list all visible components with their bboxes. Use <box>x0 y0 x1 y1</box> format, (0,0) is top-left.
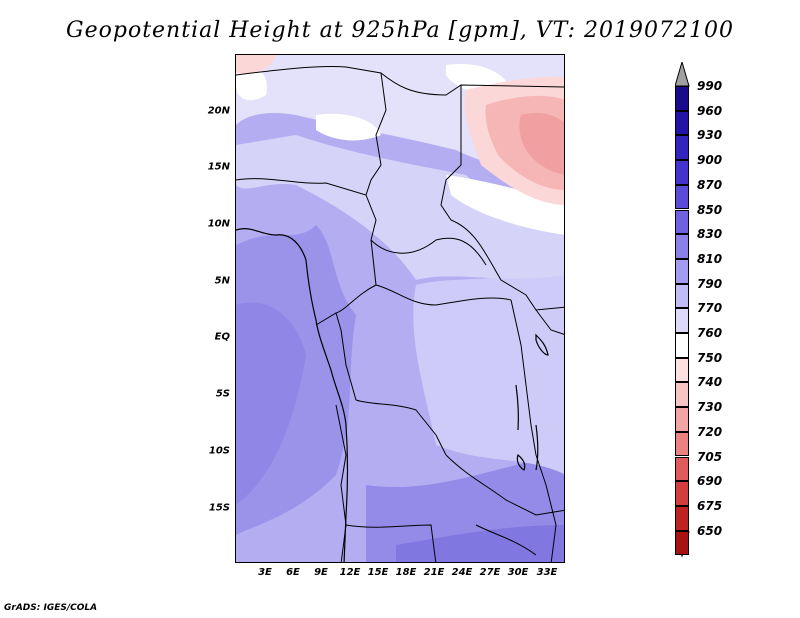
colorbar-label: 850 <box>697 202 723 217</box>
border-car-north <box>370 237 487 266</box>
lakes <box>515 333 549 471</box>
lon-label-24e: 24E <box>451 567 473 578</box>
lon-label-27e: 27E <box>479 567 501 578</box>
lat-label-15n: 15N <box>207 161 230 173</box>
field-white-patch-4 <box>446 175 564 235</box>
lon-label-12e: 12E <box>339 567 361 578</box>
colorbar-label: 870 <box>697 177 723 192</box>
colorbar-swatch <box>675 160 689 185</box>
field-mid-east <box>413 265 564 475</box>
colorbar-swatch <box>675 110 689 136</box>
map-panel <box>235 54 565 563</box>
colorbar-swatch <box>675 234 689 259</box>
field-low-coast <box>236 302 306 505</box>
colorbar-swatch <box>675 283 689 309</box>
border-north <box>236 66 564 96</box>
border-great-lakes <box>510 299 537 456</box>
colorbar-label: 810 <box>697 251 723 266</box>
border-namibia <box>345 524 437 562</box>
lat-label-15s: 15S <box>208 502 230 514</box>
field-mid-north <box>236 135 564 280</box>
colorbar-label: 760 <box>697 326 723 340</box>
colorbar-swatch <box>675 258 689 284</box>
colorbar-swatch <box>675 456 689 482</box>
lon-label-21e: 21E <box>423 567 445 578</box>
chart-title: Geopotential Height at 925hPa [gpm], VT:… <box>66 18 734 43</box>
colorbar-label: 740 <box>697 375 723 390</box>
colorbar-label: 750 <box>697 350 723 365</box>
lake-malawi <box>535 424 539 471</box>
border-mozambique <box>535 454 557 562</box>
field-lower-south <box>396 525 564 562</box>
border-angola-west <box>335 404 347 562</box>
colorbar-label: 900 <box>697 153 723 168</box>
border-sahel <box>236 178 377 241</box>
lon-label-15e: 15E <box>367 567 389 578</box>
colorbar-label: 830 <box>697 227 723 242</box>
colorbar-swatch <box>675 333 689 358</box>
colorbar-label: 675 <box>697 498 723 513</box>
field-white-patch-1 <box>316 113 381 141</box>
colorbar-swatch <box>675 481 689 506</box>
border-botswana <box>475 524 537 556</box>
field-pink-core <box>519 113 564 175</box>
colorbar-label: 705 <box>697 449 723 464</box>
colorbar-swatch <box>675 184 689 210</box>
colorbar-swatch <box>675 357 689 383</box>
lat-label-10n: 10N <box>207 218 230 230</box>
credit-text: GrADS: IGES/COLA <box>4 603 98 613</box>
lon-label-30e: 30E <box>507 567 529 578</box>
lat-label-5n: 5N <box>214 275 230 287</box>
border-niger-chad <box>365 72 387 196</box>
colorbar-swatch <box>675 209 689 235</box>
lon-label-6e: 6E <box>286 567 300 578</box>
colorbar-swatch <box>675 431 689 457</box>
colorbar-swatch <box>675 135 689 161</box>
colorbar-swatch <box>675 505 689 531</box>
colorbar-top-arrow <box>675 62 690 87</box>
border-uganda <box>535 309 564 335</box>
colorbar-swatch <box>675 382 689 408</box>
colorbar-swatch <box>675 407 689 432</box>
colorbar-label: 990 <box>697 79 723 93</box>
lon-label-9e: 9E <box>314 567 328 578</box>
lat-label-20n: 20N <box>207 105 230 117</box>
lat-label-5s: 5S <box>215 388 230 400</box>
colorbar-swatch <box>675 308 689 333</box>
colorbar-label: 690 <box>697 474 723 489</box>
lake-mweru <box>516 453 526 471</box>
colorbar-label: 930 <box>697 128 723 143</box>
country-borders <box>236 66 564 562</box>
lat-label-eq: EQ <box>214 331 230 343</box>
border-cameroon <box>315 239 377 326</box>
border-car-south <box>450 219 564 311</box>
colorbar-swatch <box>675 530 689 556</box>
border-zambia <box>445 454 564 516</box>
colorbar-label: 650 <box>697 523 723 538</box>
lon-label-33e: 33E <box>536 567 558 578</box>
colorbar-label: 960 <box>697 103 723 118</box>
colorbar-swatch <box>675 86 689 111</box>
lon-label-18e: 18E <box>395 567 417 578</box>
colorbar-label: 770 <box>697 301 723 316</box>
lake-tanganyika <box>515 384 519 431</box>
lat-label-10s: 10S <box>208 445 230 457</box>
coastline <box>236 228 349 562</box>
lon-label-3e: 3E <box>258 567 272 578</box>
colorbar-label: 720 <box>697 424 723 439</box>
field-pink-nw <box>236 55 276 74</box>
geopotential-field <box>236 55 564 562</box>
colorbar-label: 730 <box>697 400 723 415</box>
border-congo-north <box>375 284 512 306</box>
lake-victoria <box>535 333 549 356</box>
border-chad-sudan <box>440 85 462 221</box>
colorbar-label: 790 <box>697 276 723 291</box>
border-drc-south <box>355 399 447 456</box>
border-congo-west <box>335 312 357 401</box>
